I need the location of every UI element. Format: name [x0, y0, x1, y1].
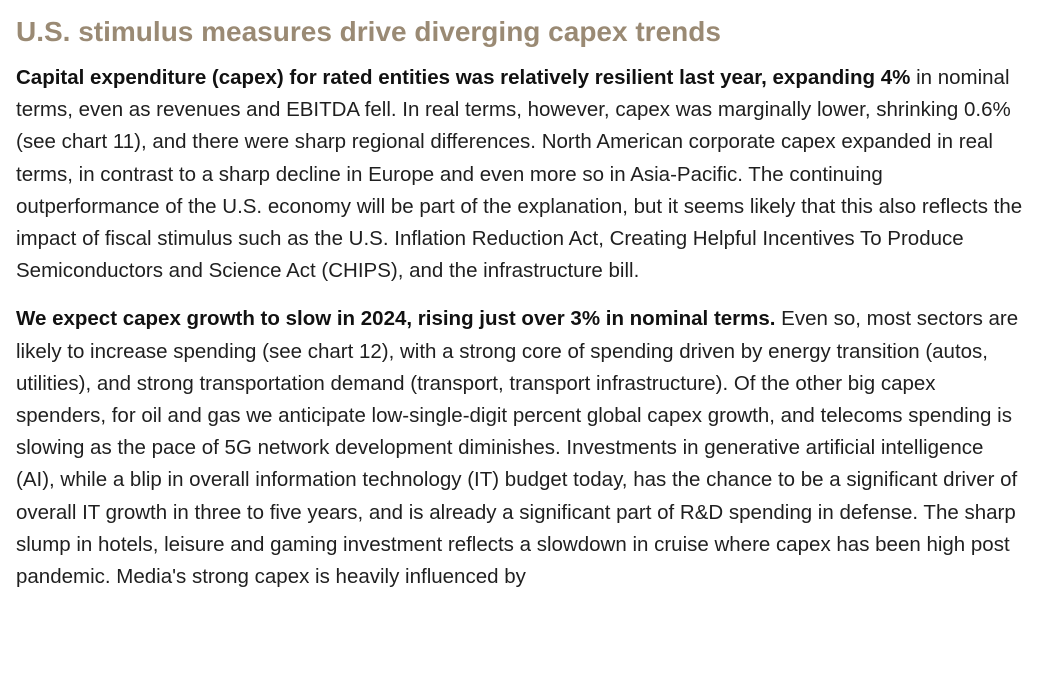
- article-heading: U.S. stimulus measures drive diverging c…: [16, 16, 721, 47]
- article: U.S. stimulus measures drive diverging c…: [16, 10, 1026, 593]
- paragraph-body: Even so, most sectors are likely to incr…: [16, 307, 1019, 589]
- paragraph-capex-outlook: We expect capex growth to slow in 2024, …: [16, 303, 1026, 593]
- paragraph-body: in nominal terms, even as revenues and E…: [16, 66, 1023, 283]
- paragraph-lead: Capital expenditure (capex) for rated en…: [16, 66, 911, 89]
- paragraph-lead: We expect capex growth to slow in 2024, …: [16, 307, 776, 331]
- paragraph-capex-resilience: Capital expenditure (capex) for rated en…: [16, 62, 1026, 287]
